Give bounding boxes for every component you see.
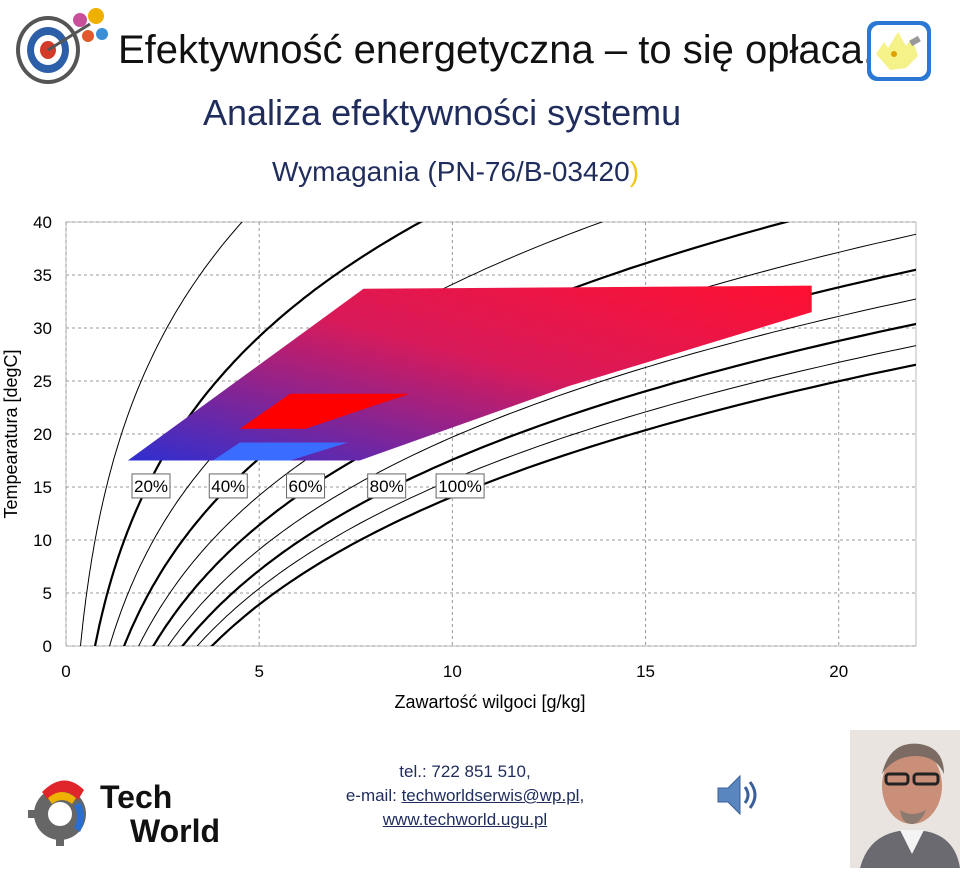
psychrometric-chart: 20% 40% 60% 80% 100% 0 5 10 15 20 0 5 10 15 20 25 30 35… (0, 205, 960, 730)
email-prefix: e-mail: (346, 786, 402, 805)
email-suffix: , (579, 786, 584, 805)
website-link[interactable]: www.techworld.ugu.pl (383, 810, 547, 829)
x-axis-title: Zawartość wilgoci [g/kg] (394, 692, 585, 712)
y-tick-label: 0 (43, 637, 52, 656)
rh-label: 40% (211, 477, 245, 496)
y-tick-label: 15 (33, 478, 52, 497)
y-tick-label: 40 (33, 213, 52, 232)
y-tick-label: 35 (33, 266, 52, 285)
rh-label: 60% (289, 477, 323, 496)
rh-label: 20% (134, 477, 168, 496)
page-subtitle: Analiza efektywności systemu (203, 92, 681, 134)
requirements-heading: Wymagania (PN-76/B-03420) (272, 156, 639, 188)
email-link[interactable]: techworldserwis@wp.pl (402, 786, 580, 805)
email-line: e-mail: techworldserwis@wp.pl, (300, 784, 630, 808)
x-tick-label: 20 (829, 662, 848, 681)
lightbulb-icon (866, 20, 932, 87)
x-tick-label: 5 (254, 662, 263, 681)
rh-label: 100% (438, 477, 481, 496)
y-axis-title: Tempearatura [degC] (1, 349, 21, 518)
brand-line1: Tech (100, 779, 172, 815)
techworld-logo: Tech World (22, 770, 242, 855)
contact-block: tel.: 722 851 510, e-mail: techworldserw… (300, 760, 630, 832)
y-tick-label: 20 (33, 425, 52, 444)
y-tick-label: 25 (33, 372, 52, 391)
person-photo (850, 730, 960, 873)
page-title: Efektywność energetyczna – to się opłaca… (118, 28, 874, 73)
y-tick-label: 10 (33, 531, 52, 550)
phone-text: tel.: 722 851 510, (300, 760, 630, 784)
gear-icon (28, 780, 86, 846)
y-tick-label: 30 (33, 319, 52, 338)
rh-label: 80% (370, 477, 404, 496)
website-line: www.techworld.ugu.pl (300, 808, 630, 832)
x-tick-label: 15 (636, 662, 655, 681)
requirements-text: Wymagania (PN-76/B-03420 (272, 156, 630, 187)
target-arrow-icon (8, 6, 108, 95)
brand-line2: World (130, 813, 220, 849)
x-tick-label: 10 (443, 662, 462, 681)
x-ticks: 0 5 10 15 20 (61, 662, 848, 681)
x-tick-label: 0 (61, 662, 70, 681)
speaker-icon[interactable] (714, 770, 764, 825)
y-ticks: 0 5 10 15 20 25 30 35 40 (33, 213, 52, 656)
requirements-paren: ) (630, 156, 639, 187)
y-tick-label: 5 (43, 584, 52, 603)
